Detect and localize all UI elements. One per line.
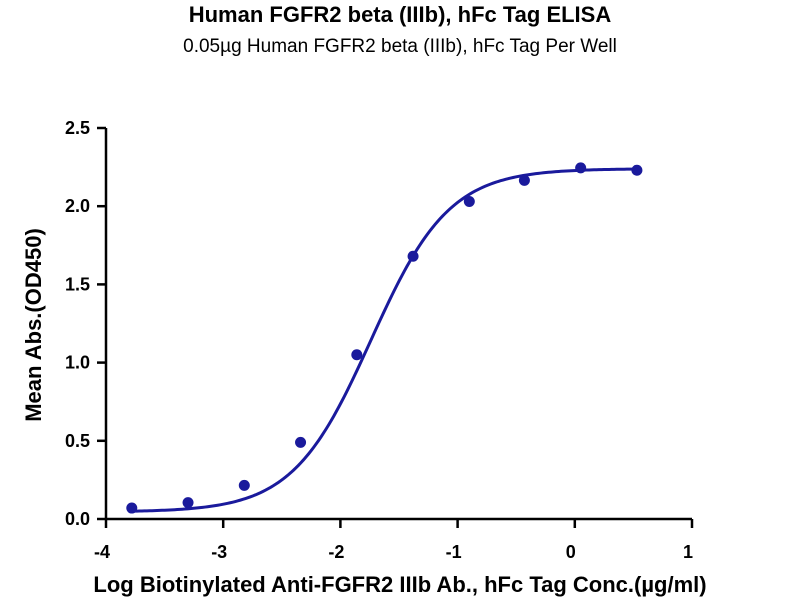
data-point [575, 162, 587, 174]
x-tick-label: 1 [683, 542, 693, 562]
data-point [463, 196, 475, 208]
data-point [407, 250, 419, 262]
x-ticks-group: -4 -3 -2 -1 0 1 [94, 519, 694, 562]
y-axis-title: Mean Abs.(OD450) [21, 228, 46, 422]
y-tick-label: 1.5 [65, 274, 90, 294]
y-tick-label: 2.5 [65, 118, 90, 138]
data-point [518, 174, 530, 186]
x-tick-label: -2 [328, 542, 344, 562]
data-points-group [126, 162, 643, 514]
x-tick-label: -1 [446, 542, 462, 562]
x-axis-title: Log Biotinylated Anti-FGFR2 IIIb Ab., hF… [93, 572, 706, 597]
chart-subtitle: 0.05µg Human FGFR2 beta (IIIb), hFc Tag … [183, 36, 617, 57]
x-tick-label: -4 [94, 542, 110, 562]
data-point [295, 436, 307, 448]
y-tick-label: 0.5 [65, 431, 90, 451]
y-ticks-group: 0.0 0.5 1.0 1.5 2.0 2.5 [65, 118, 106, 529]
chart-title: Human FGFR2 beta (IIIb), hFc Tag ELISA [188, 2, 612, 27]
axes-group [104, 128, 692, 521]
y-tick-label: 1.0 [65, 353, 90, 373]
y-tick-label: 0.0 [65, 509, 90, 529]
x-tick-label: 0 [566, 542, 576, 562]
x-tick-label: -3 [211, 542, 227, 562]
y-tick-label: 2.0 [65, 196, 90, 216]
data-point [631, 164, 643, 176]
data-point [126, 502, 138, 514]
data-point [351, 349, 363, 361]
data-point [182, 497, 194, 509]
fit-curve [131, 167, 637, 513]
data-point [238, 479, 250, 491]
